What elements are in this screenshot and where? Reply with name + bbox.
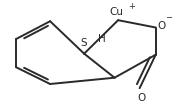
- Text: Cu: Cu: [109, 7, 123, 17]
- Text: H: H: [98, 34, 106, 44]
- Text: +: +: [128, 2, 135, 11]
- Text: O: O: [137, 93, 146, 103]
- Text: S: S: [80, 38, 87, 48]
- Text: −: −: [166, 13, 173, 22]
- Text: O: O: [158, 22, 166, 31]
